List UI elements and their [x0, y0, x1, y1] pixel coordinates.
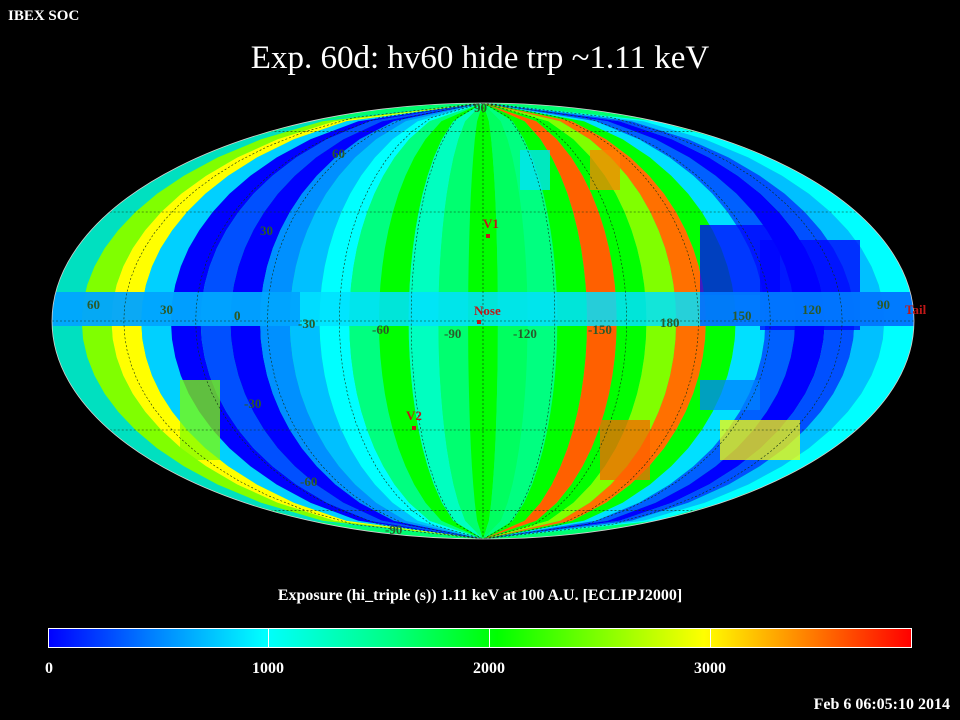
lat-label: -30	[244, 396, 261, 411]
colorbar-tick-label: 3000	[694, 660, 726, 677]
meridian-line	[410, 103, 484, 539]
map-title: Exp. 60d: hv60 hide trp ~1.11 keV	[250, 40, 710, 76]
lon-label: 90	[877, 297, 890, 312]
lat-label: 0	[234, 308, 241, 323]
lat-label: -60	[300, 474, 317, 489]
nose-marker	[477, 320, 481, 324]
lon-label: -90	[444, 326, 461, 341]
nose-label: Nose	[474, 303, 501, 318]
exposure-patch	[700, 380, 760, 410]
timestamp: Feb 6 06:05:10 2014	[813, 696, 950, 713]
colorbar-tick-label: 2000	[473, 660, 505, 677]
lon-label: -150	[588, 322, 612, 337]
v1-marker	[486, 234, 490, 238]
exposure-band	[483, 103, 587, 539]
colorbar-tick	[268, 629, 269, 647]
lat-label: 90	[474, 100, 487, 115]
exposure-patch	[520, 150, 550, 190]
meridian-line	[123, 103, 484, 539]
meridian-line	[482, 103, 843, 539]
lon-label: 60	[87, 297, 100, 312]
meridian-line	[482, 103, 699, 539]
lon-label: -30	[298, 316, 315, 331]
lat-label: -90	[385, 522, 402, 537]
lon-label: 120	[802, 302, 822, 317]
exposure-map-cells	[52, 103, 914, 539]
map-outline	[51, 102, 915, 540]
lon-label: 0	[234, 308, 241, 323]
meridian-line	[482, 103, 556, 539]
lon-label: 180	[660, 315, 680, 330]
colorbar-tick-label: 0	[45, 660, 53, 677]
meridian-line	[482, 103, 628, 539]
organization-label: IBEX SOC	[8, 8, 80, 24]
colorbar	[48, 628, 912, 648]
meridian-line	[338, 103, 484, 539]
exposure-band	[319, 103, 483, 539]
lon-label: -120	[513, 326, 537, 341]
v2-marker	[412, 426, 416, 430]
v1-label: V1	[483, 216, 499, 231]
lon-label: 30	[160, 302, 173, 317]
exposure-patch	[180, 380, 220, 460]
meridian-line	[267, 103, 484, 539]
colorbar-title: Exposure (hi_triple (s)) 1.11 keV at 100…	[277, 587, 683, 604]
lon-label: 150	[732, 308, 752, 323]
exposure-band	[379, 103, 483, 539]
colorbar-tick	[489, 629, 490, 647]
colorbar-tick-label: 1000	[252, 660, 284, 677]
lat-label: 60	[332, 146, 345, 161]
lat-label: 30	[260, 223, 273, 238]
exposure-patch	[590, 150, 620, 190]
tail-label: Tail	[905, 302, 927, 317]
colorbar-tick	[710, 629, 711, 647]
exposure-patch	[600, 420, 650, 480]
exposure-patch	[720, 420, 800, 460]
lon-label: -60	[372, 322, 389, 337]
v2-label: V2	[406, 408, 422, 423]
